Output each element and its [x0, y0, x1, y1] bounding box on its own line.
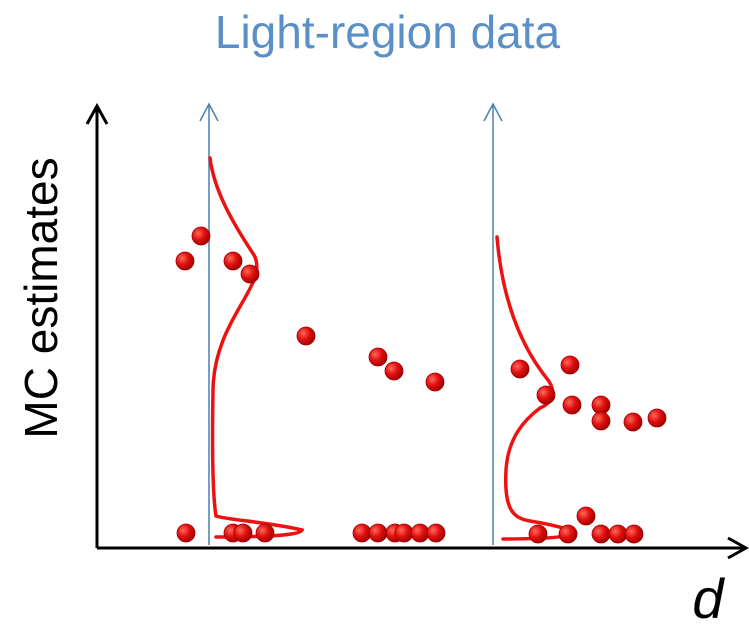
data-point — [624, 524, 644, 544]
data-point — [623, 412, 643, 432]
data-point — [591, 524, 611, 544]
data-point — [296, 326, 316, 346]
y-axis-arrowhead — [85, 102, 109, 125]
data-point — [562, 395, 582, 415]
data-point — [536, 385, 556, 405]
data-points — [175, 226, 667, 544]
right-reference-arrowhead — [483, 102, 503, 122]
data-point — [410, 523, 430, 543]
data-point — [191, 226, 211, 246]
y-axis-label: MC estimates — [15, 157, 67, 438]
left-reference-arrowhead — [199, 102, 219, 122]
diagram-title: Light-region data — [214, 6, 561, 58]
reference-arrows — [199, 102, 503, 545]
x-axis-label: d — [692, 567, 725, 625]
x-axis-arrowhead — [727, 536, 749, 560]
distribution-curves — [208, 156, 579, 541]
data-point — [384, 361, 404, 381]
axes — [85, 102, 749, 560]
data-point — [255, 523, 275, 543]
data-point — [591, 411, 611, 431]
data-point — [352, 523, 372, 543]
data-point — [176, 523, 196, 543]
data-point — [368, 347, 388, 367]
data-point — [560, 355, 580, 375]
data-point — [394, 523, 414, 543]
data-point — [223, 251, 243, 271]
data-point — [591, 395, 611, 415]
data-point — [576, 506, 596, 526]
data-point — [426, 523, 446, 543]
data-point — [528, 524, 548, 544]
data-point — [425, 372, 445, 392]
data-point — [233, 523, 253, 543]
data-point — [175, 251, 195, 271]
right-distribution-curve — [495, 235, 579, 541]
data-point — [240, 264, 260, 284]
data-point — [647, 408, 667, 428]
data-point — [608, 524, 628, 544]
data-point — [368, 523, 388, 543]
left-distribution-curve — [208, 156, 305, 539]
data-point — [558, 524, 578, 544]
data-point — [510, 359, 530, 379]
